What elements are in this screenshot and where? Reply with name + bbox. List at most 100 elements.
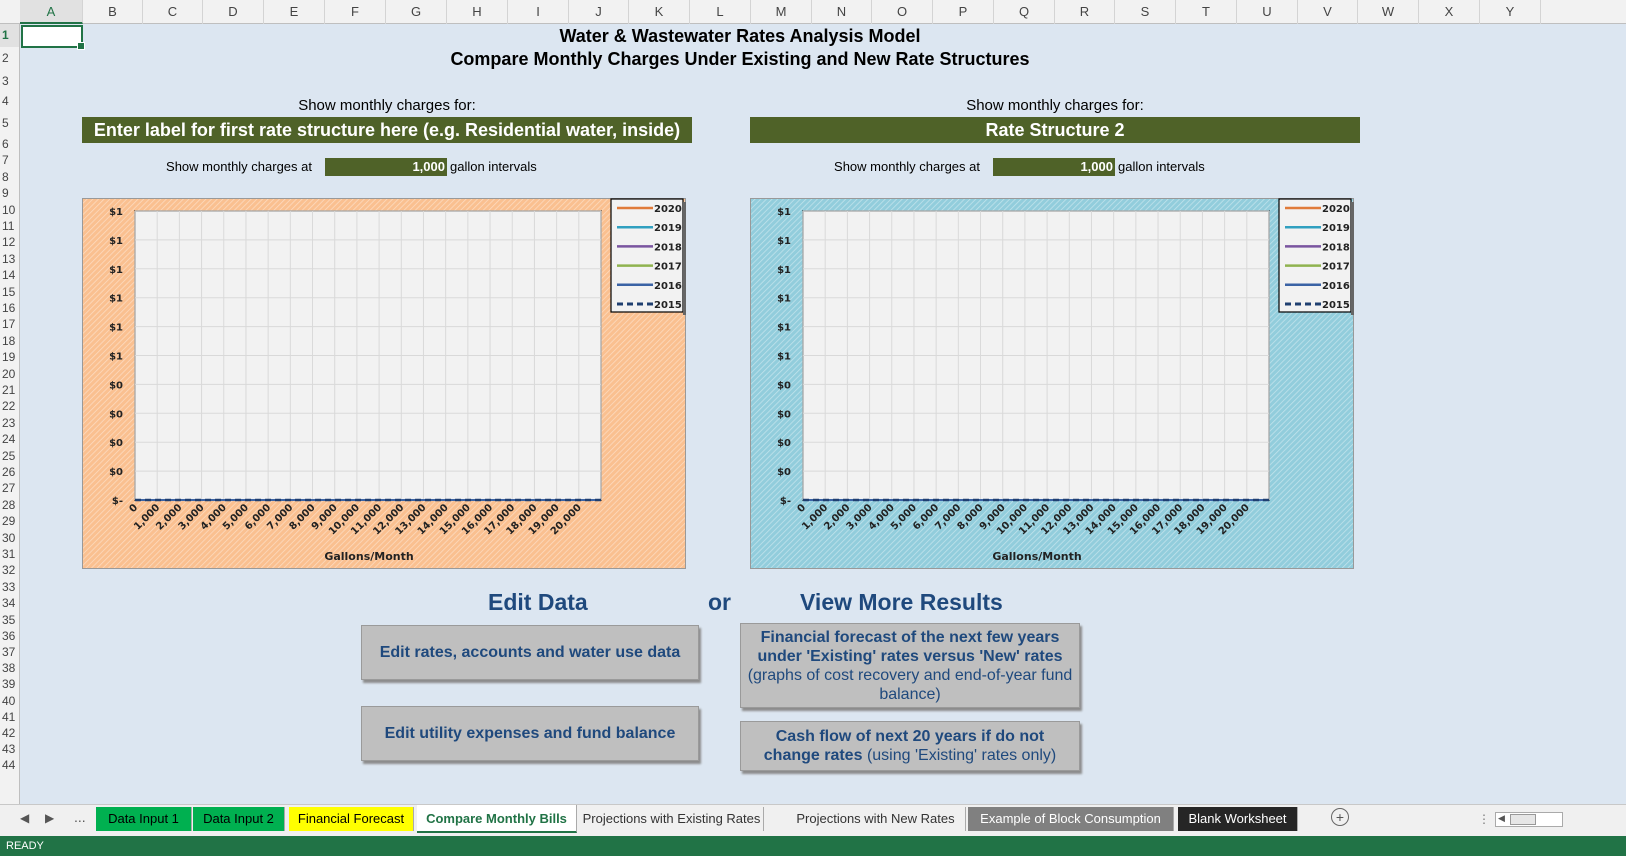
row-header-17[interactable]: 17 (2, 317, 16, 332)
legend-box[interactable] (610, 198, 684, 313)
sheet-tab-blank-worksheet[interactable]: Blank Worksheet (1178, 807, 1298, 831)
column-header-k[interactable]: K (629, 0, 690, 24)
column-header-c[interactable]: C (143, 0, 203, 24)
row-header-31[interactable]: 31 (2, 547, 16, 561)
selected-cell-a1[interactable] (21, 25, 85, 50)
next-sheet-button[interactable]: ▶ (45, 811, 55, 825)
row-header-29[interactable]: 29 (2, 514, 16, 529)
row-header-13[interactable]: 13 (2, 251, 16, 266)
row-header-12[interactable]: 12 (2, 235, 16, 250)
add-sheet-button[interactable]: + (1331, 808, 1349, 826)
sheet-tab-projections-with-new-rates[interactable]: Projections with New Rates (786, 807, 966, 831)
row-header-22[interactable]: 22 (2, 399, 16, 414)
row-header-38[interactable]: 38 (2, 661, 16, 676)
row-header-14[interactable]: 14 (2, 268, 16, 283)
column-header-r[interactable]: R (1055, 0, 1115, 24)
column-header-d[interactable]: D (203, 0, 264, 24)
row-header-6[interactable]: 6 (2, 137, 9, 151)
row-header-4[interactable]: 4 (2, 94, 9, 108)
column-header-m[interactable]: M (751, 0, 812, 24)
row-header-10[interactable]: 10 (2, 202, 16, 217)
row-header-16[interactable]: 16 (2, 301, 16, 315)
right-interval-value[interactable]: 1,000 (993, 158, 1115, 176)
column-header-o[interactable]: O (872, 0, 933, 24)
row-header-11[interactable]: 11 (2, 219, 15, 233)
row-header-30[interactable]: 30 (2, 530, 16, 545)
sheet-tab-projections-with-existing-rates[interactable]: Projections with Existing Rates (580, 807, 764, 831)
scrollbar-thumb[interactable] (1510, 814, 1536, 825)
row-header-8[interactable]: 8 (2, 169, 9, 184)
row-header-37[interactable]: 37 (2, 645, 16, 659)
row-header-bar: 1 2 3 4 5 6 7 8 9 10 11 12 13 14 15 16 17 18 19 20 21 22 23 24 2… (0, 24, 20, 804)
row-header-2[interactable]: 2 (2, 51, 9, 65)
left-monthly-charges-chart[interactable]: $1 $1 $1 $1 $1 $1 $0 $0 $0 $0 $- 0 1,000 2,000 3,000 4,… (82, 198, 686, 569)
y-tick-label: $0 (777, 380, 791, 391)
column-header-q[interactable]: Q (994, 0, 1055, 24)
edit-expenses-button[interactable]: Edit utility expenses and fund balance (361, 706, 699, 761)
cash-flow-button[interactable]: Cash flow of next 20 years if do not cha… (740, 721, 1080, 771)
scroll-left-icon[interactable]: ◀ (1498, 813, 1505, 823)
column-header-u[interactable]: U (1237, 0, 1298, 24)
row-header-24[interactable]: 24 (2, 432, 16, 447)
row-header-7[interactable]: 7 (2, 153, 9, 168)
left-structure-label[interactable]: Enter label for first rate structure her… (82, 117, 692, 143)
column-header-y[interactable]: Y (1480, 0, 1541, 24)
row-header-5[interactable]: 5 (2, 116, 9, 130)
row-header-25[interactable]: 25 (2, 448, 16, 463)
row-header-34[interactable]: 34 (2, 596, 16, 611)
row-header-9[interactable]: 9 (2, 186, 9, 201)
row-header-21[interactable]: 21 (2, 383, 16, 397)
row-header-39[interactable]: 39 (2, 677, 16, 692)
row-header-40[interactable]: 40 (2, 693, 16, 708)
row-header-36[interactable]: 36 (2, 628, 16, 643)
sheet-tab-compare-monthly-bills[interactable]: Compare Monthly Bills (417, 805, 577, 833)
column-header-x[interactable]: X (1419, 0, 1480, 24)
left-interval-value[interactable]: 1,000 (325, 158, 447, 176)
row-header-28[interactable]: 28 (2, 497, 16, 512)
row-header-33[interactable]: 33 (2, 579, 16, 594)
row-header-42[interactable]: 42 (2, 726, 16, 740)
row-header-23[interactable]: 23 (2, 415, 16, 430)
column-header-n[interactable]: N (812, 0, 872, 24)
row-header-3[interactable]: 3 (2, 74, 9, 88)
sheet-tab-example-of-block-consumption[interactable]: Example of Block Consumption (968, 807, 1174, 831)
column-header-e[interactable]: E (264, 0, 325, 24)
row-header-43[interactable]: 43 (2, 742, 16, 757)
column-header-p[interactable]: P (933, 0, 994, 24)
edit-rates-button[interactable]: Edit rates, accounts and water use data (361, 625, 699, 680)
sheet-tab-financial-forecast[interactable]: Financial Forecast (289, 807, 414, 831)
row-header-41[interactable]: 41 (2, 709, 16, 724)
tab-splitter-icon[interactable]: ⋮ (1478, 812, 1490, 826)
right-structure-label[interactable]: Rate Structure 2 (750, 117, 1360, 143)
row-header-20[interactable]: 20 (2, 366, 16, 381)
prev-sheet-button[interactable]: ◀ (20, 811, 30, 825)
column-header-j[interactable]: J (569, 0, 629, 24)
column-header-w[interactable]: W (1358, 0, 1419, 24)
column-header-l[interactable]: L (690, 0, 751, 24)
row-header-19[interactable]: 19 (2, 350, 16, 365)
financial-forecast-button[interactable]: Financial forecast of the next few years… (740, 623, 1080, 708)
column-header-a[interactable]: A (20, 0, 83, 24)
right-monthly-charges-chart[interactable]: $1 $1 $1 $1 $1 $1 $0 $0 $0 $0 $- 0 1,000 2,000 3,000 4,… (750, 198, 1354, 569)
column-header-h[interactable]: H (447, 0, 508, 24)
column-header-f[interactable]: F (325, 0, 386, 24)
row-header-26[interactable]: 26 (2, 465, 16, 479)
row-header-1[interactable]: 1 (0, 24, 19, 47)
row-header-15[interactable]: 15 (2, 284, 16, 299)
row-header-35[interactable]: 35 (2, 612, 16, 627)
column-header-g[interactable]: G (386, 0, 447, 24)
column-header-v[interactable]: V (1298, 0, 1358, 24)
row-header-27[interactable]: 27 (2, 481, 16, 496)
legend-box[interactable] (1278, 198, 1352, 313)
more-sheets-button[interactable]: ... (74, 809, 86, 825)
column-header-b[interactable]: B (83, 0, 143, 24)
column-header-t[interactable]: T (1176, 0, 1237, 24)
row-header-18[interactable]: 18 (2, 333, 16, 348)
row-header-32[interactable]: 32 (2, 563, 16, 578)
sheet-tab-data-input-1[interactable]: Data Input 1 (96, 807, 192, 831)
column-header-s[interactable]: S (1115, 0, 1176, 24)
row-header-44[interactable]: 44 (2, 758, 16, 773)
horizontal-scrollbar[interactable]: ◀ (1495, 812, 1563, 827)
column-header-i[interactable]: I (508, 0, 569, 24)
sheet-tab-data-input-2[interactable]: Data Input 2 (193, 807, 285, 831)
